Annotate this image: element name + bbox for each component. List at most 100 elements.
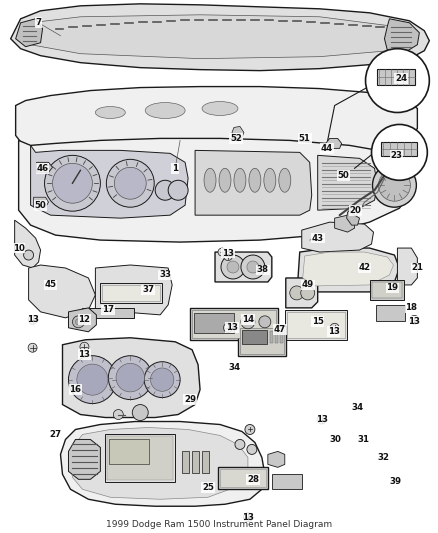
Text: 45: 45	[45, 280, 57, 289]
Text: 49: 49	[302, 280, 314, 289]
Circle shape	[53, 163, 92, 203]
Polygon shape	[37, 163, 53, 172]
Polygon shape	[23, 15, 410, 59]
Bar	[272, 474, 302, 489]
Text: 18: 18	[406, 303, 417, 312]
Bar	[371, 282, 403, 298]
Circle shape	[45, 155, 100, 211]
Polygon shape	[19, 139, 411, 242]
Circle shape	[245, 424, 255, 434]
Bar	[370, 280, 404, 300]
Polygon shape	[11, 4, 429, 71]
Circle shape	[301, 286, 314, 300]
Bar	[82, 308, 134, 318]
Text: 34: 34	[229, 363, 241, 372]
Bar	[375, 305, 406, 321]
Circle shape	[144, 362, 180, 398]
Text: 15: 15	[312, 317, 324, 326]
Text: 50: 50	[35, 201, 46, 209]
Circle shape	[28, 316, 37, 324]
Polygon shape	[302, 222, 374, 252]
Ellipse shape	[95, 107, 125, 118]
Circle shape	[244, 513, 252, 522]
Text: 16: 16	[70, 385, 81, 394]
Circle shape	[372, 163, 417, 207]
Text: 51: 51	[299, 134, 311, 143]
Circle shape	[317, 415, 326, 424]
Ellipse shape	[204, 168, 216, 192]
Circle shape	[247, 261, 259, 273]
Text: 44: 44	[321, 144, 333, 153]
Bar	[194, 313, 234, 333]
Polygon shape	[303, 252, 393, 286]
Text: 17: 17	[102, 305, 114, 314]
Text: 12: 12	[78, 316, 90, 324]
Bar	[220, 470, 266, 487]
Text: 13: 13	[316, 415, 328, 424]
Ellipse shape	[219, 168, 231, 192]
Polygon shape	[335, 215, 355, 232]
Text: 29: 29	[184, 395, 196, 404]
Circle shape	[290, 286, 304, 300]
Polygon shape	[63, 338, 200, 417]
Text: 10: 10	[13, 244, 25, 253]
Text: 52: 52	[230, 134, 242, 143]
Text: 13: 13	[222, 248, 234, 257]
Polygon shape	[195, 150, 312, 215]
Polygon shape	[95, 265, 172, 315]
Polygon shape	[397, 248, 417, 285]
Circle shape	[330, 324, 339, 332]
Circle shape	[114, 167, 146, 199]
Circle shape	[24, 250, 34, 260]
Circle shape	[223, 252, 233, 261]
Circle shape	[72, 316, 85, 328]
Text: 7: 7	[35, 18, 42, 27]
Text: 21: 21	[411, 263, 424, 272]
Text: 20: 20	[350, 206, 361, 215]
Text: 30: 30	[330, 435, 342, 444]
Text: 13: 13	[328, 327, 339, 336]
Polygon shape	[16, 19, 42, 47]
Polygon shape	[215, 252, 272, 282]
Bar	[192, 310, 276, 338]
Text: 39: 39	[389, 477, 402, 486]
Polygon shape	[68, 308, 96, 332]
Bar	[192, 451, 199, 473]
Polygon shape	[34, 197, 49, 207]
Bar	[270, 331, 273, 343]
Text: 38: 38	[257, 265, 269, 274]
Polygon shape	[232, 126, 244, 138]
Text: 13: 13	[78, 350, 90, 359]
Bar	[242, 330, 267, 344]
Text: 46: 46	[36, 164, 49, 173]
Circle shape	[106, 159, 154, 207]
Polygon shape	[318, 155, 378, 210]
Circle shape	[378, 169, 410, 201]
Bar	[240, 328, 284, 354]
Bar	[106, 434, 175, 482]
Bar	[107, 437, 173, 480]
Text: 33: 33	[159, 270, 171, 279]
Polygon shape	[28, 265, 95, 318]
Text: 14: 14	[242, 316, 254, 324]
Ellipse shape	[234, 168, 246, 192]
Polygon shape	[68, 439, 100, 479]
Circle shape	[227, 261, 239, 273]
Text: 13: 13	[242, 513, 254, 522]
Circle shape	[77, 364, 108, 395]
Circle shape	[241, 315, 255, 329]
Circle shape	[168, 180, 188, 200]
Circle shape	[108, 356, 152, 400]
Text: 43: 43	[311, 233, 324, 243]
Bar	[202, 451, 209, 473]
Text: 50: 50	[338, 171, 350, 180]
Polygon shape	[71, 427, 248, 499]
Circle shape	[221, 255, 245, 279]
Bar	[280, 331, 283, 343]
Ellipse shape	[279, 168, 291, 192]
Circle shape	[113, 409, 124, 419]
Text: 37: 37	[142, 286, 154, 294]
Circle shape	[28, 343, 37, 352]
Text: 47: 47	[274, 325, 286, 334]
Bar	[285, 310, 346, 340]
